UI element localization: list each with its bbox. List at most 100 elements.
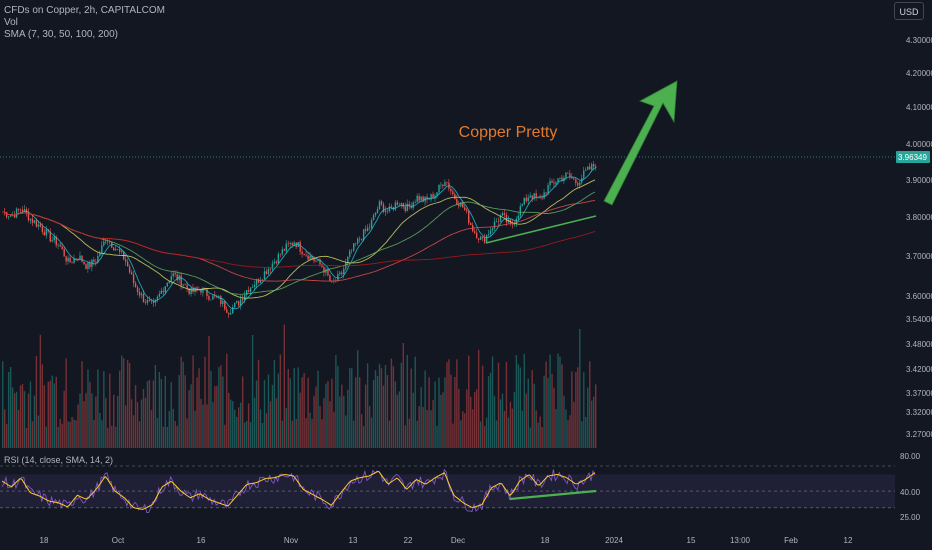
candle-body [283, 249, 286, 251]
candle-body [279, 253, 282, 255]
candle-body [81, 255, 83, 262]
candle-body [188, 288, 190, 294]
volume-bar [470, 396, 472, 448]
volume-bar [305, 417, 307, 448]
volume-bar [261, 423, 264, 448]
volume-bar [218, 367, 220, 448]
candle-body [489, 230, 492, 235]
arrow-up-icon [603, 80, 678, 206]
candle-body [533, 193, 535, 199]
candle-body [406, 203, 408, 211]
candle-body [226, 309, 228, 313]
volume-bar [436, 426, 438, 448]
candle-body [228, 312, 230, 315]
candle-body [247, 290, 250, 292]
volume-bar [107, 427, 109, 448]
candle-body [368, 227, 371, 229]
candle-body [89, 262, 91, 268]
candle-body [537, 197, 539, 199]
volume-bar [567, 420, 569, 448]
volume-bar [247, 403, 250, 448]
candle-body [456, 199, 458, 205]
volume-bar [178, 375, 180, 448]
volume-bar [281, 420, 284, 448]
candle-body [238, 301, 240, 306]
volume-bar [115, 426, 117, 448]
candle-body [218, 296, 220, 298]
candle-body [130, 272, 133, 275]
candle-body [477, 238, 480, 240]
volume-bar [408, 418, 410, 448]
price-tick-label: 3.54000 [906, 315, 932, 324]
volume-bar [458, 388, 460, 448]
candle-body [468, 211, 470, 224]
candle-body [134, 283, 137, 288]
volume-bar [239, 402, 242, 448]
candle-body [269, 268, 272, 270]
candle-body [19, 209, 22, 211]
candle-body [303, 254, 305, 256]
candle-body [430, 194, 432, 200]
rsi-tick-label: 40.00 [900, 488, 921, 497]
volume-bar [19, 385, 22, 448]
price-tick-label: 4.10000 [906, 103, 932, 112]
candle-body [281, 249, 284, 255]
volume-bar [265, 413, 268, 448]
rsi-tick-label: 25.00 [900, 513, 921, 522]
volume-bar [136, 402, 139, 448]
candle-body [408, 203, 410, 206]
candle-body [200, 289, 202, 293]
volume-bar [53, 383, 55, 448]
candle-body [460, 202, 462, 207]
volume-bar [158, 372, 161, 448]
volume-bar [390, 358, 393, 448]
volume-bar [438, 377, 440, 448]
candle-body [176, 274, 178, 281]
volume-bar [164, 375, 167, 448]
time-tick-label: 12 [844, 536, 853, 545]
volume-bar [85, 393, 87, 448]
candle-body [529, 195, 531, 198]
candle-body [511, 223, 514, 225]
sma-line [2, 179, 596, 299]
volume-bar [565, 409, 567, 448]
volume-bar [59, 418, 61, 448]
candle-body [61, 246, 63, 250]
volume-bar [39, 334, 42, 448]
volume-bar [93, 419, 95, 448]
volume-bar [466, 389, 468, 448]
volume-bar [396, 394, 399, 448]
time-tick-label: Nov [284, 536, 298, 545]
candle-body [212, 295, 214, 300]
volume-bar [432, 400, 434, 448]
volume-bar [257, 359, 260, 448]
volume-bar [347, 389, 349, 448]
volume-bar [176, 425, 178, 448]
volume-bar [593, 396, 595, 448]
volume-bar [505, 361, 508, 448]
volume-bar [477, 349, 480, 448]
volume-bar [31, 421, 34, 448]
candle-body [366, 227, 369, 231]
volume-bar [99, 412, 101, 448]
volume-bar [349, 367, 351, 448]
candle-body [575, 179, 577, 183]
volume-bar [2, 361, 4, 448]
annotation-title: Copper Pretty [459, 124, 558, 141]
annotations: Copper Pretty [459, 80, 678, 244]
currency-button[interactable]: USD [894, 2, 924, 20]
volume-bar [3, 409, 6, 448]
volume-bar [21, 384, 24, 448]
volume-bar [521, 410, 524, 448]
candle-body [559, 177, 561, 179]
candle-body [464, 207, 466, 210]
candle-body [402, 203, 405, 207]
candle-body [541, 197, 543, 199]
price-tick-label: 3.70000 [906, 252, 932, 261]
candle-body [275, 261, 278, 264]
candle-body [168, 281, 170, 283]
volume-bar [291, 420, 293, 448]
candle-body [249, 287, 252, 292]
candle-body [263, 271, 266, 280]
